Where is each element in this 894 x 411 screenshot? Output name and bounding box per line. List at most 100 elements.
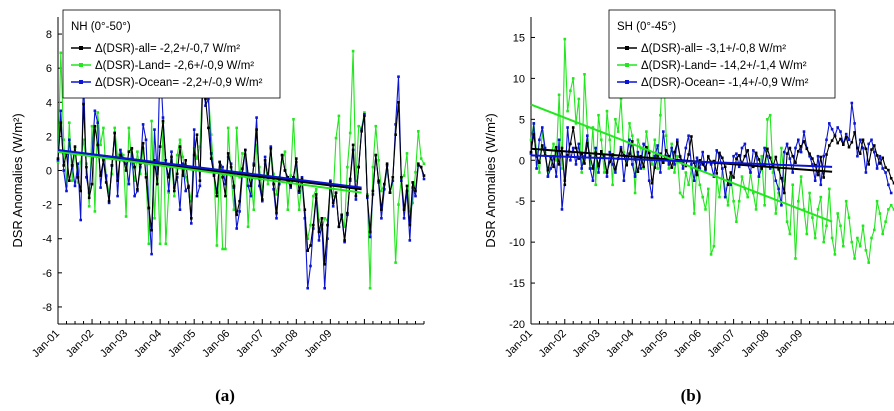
data-point xyxy=(306,237,309,240)
data-point xyxy=(306,286,309,290)
data-point xyxy=(229,162,233,165)
data-point xyxy=(331,205,335,208)
data-point xyxy=(701,163,704,166)
data-point xyxy=(631,140,634,143)
data-point xyxy=(90,124,94,128)
data-point xyxy=(580,171,583,174)
data-point xyxy=(385,162,389,165)
data-point xyxy=(414,194,417,198)
data-point xyxy=(867,261,870,264)
data-point xyxy=(241,152,244,155)
data-point xyxy=(555,145,558,149)
data-point xyxy=(673,163,676,166)
data-point xyxy=(875,154,879,157)
y-tick-label: 4 xyxy=(46,97,52,109)
data-point xyxy=(346,165,349,169)
data-point xyxy=(712,244,716,248)
data-point xyxy=(783,150,786,154)
data-point xyxy=(690,135,693,138)
data-point xyxy=(707,187,710,191)
data-point xyxy=(774,179,778,182)
data-point xyxy=(746,149,749,152)
data-point xyxy=(656,144,659,147)
data-point xyxy=(788,232,792,236)
data-point xyxy=(422,174,426,177)
data-point xyxy=(297,189,301,193)
data-point xyxy=(811,157,814,160)
data-point xyxy=(813,236,817,240)
x-tick-label: Jan-02 xyxy=(64,328,96,360)
data-point xyxy=(628,152,631,155)
data-point xyxy=(768,113,772,117)
data-point xyxy=(346,211,349,215)
data-point xyxy=(272,182,275,186)
data-point xyxy=(402,217,406,220)
data-point xyxy=(819,155,823,159)
data-point xyxy=(184,159,187,162)
data-point xyxy=(161,119,165,123)
data-point xyxy=(805,232,809,236)
data-point xyxy=(698,167,702,170)
data-point xyxy=(828,122,831,125)
data-point xyxy=(204,104,207,107)
data-point xyxy=(226,152,230,155)
y-tick-label: -5 xyxy=(515,196,525,208)
legend-entry: Δ(DSR)-Land= -14,2+/-1,4 W/m² xyxy=(641,60,807,72)
data-point xyxy=(119,148,122,152)
data-point xyxy=(861,224,865,228)
data-point xyxy=(594,183,597,187)
data-point xyxy=(850,101,854,105)
data-point xyxy=(144,138,148,142)
data-point xyxy=(541,126,544,129)
data-point xyxy=(354,194,358,198)
data-point xyxy=(173,189,176,193)
data-point xyxy=(653,138,657,142)
data-point xyxy=(625,163,628,167)
data-point xyxy=(93,210,97,213)
data-point xyxy=(892,181,894,185)
data-point xyxy=(158,242,162,246)
data-point xyxy=(794,146,797,150)
data-point xyxy=(246,225,250,229)
data-point xyxy=(397,101,400,104)
x-tick-label: Jan-05 xyxy=(166,328,198,360)
data-point xyxy=(215,194,219,198)
legend-box xyxy=(608,9,836,99)
data-point xyxy=(664,134,668,137)
data-point xyxy=(889,191,893,195)
data-point xyxy=(616,130,620,133)
trend-line xyxy=(530,154,833,168)
data-point xyxy=(740,146,744,150)
data-point xyxy=(797,199,800,203)
data-point xyxy=(754,208,758,211)
data-point xyxy=(588,154,592,158)
legend-entry: Δ(DSR)-Land= -2,6+/-0,9 W/m² xyxy=(95,60,254,72)
data-point xyxy=(147,242,151,246)
data-point xyxy=(207,97,210,101)
data-point xyxy=(557,163,561,166)
data-point xyxy=(366,194,369,198)
legend-swatch-marker xyxy=(625,80,629,84)
data-point xyxy=(419,165,423,169)
data-point xyxy=(704,167,707,170)
data-point xyxy=(583,154,586,158)
data-point xyxy=(380,189,383,193)
data-point xyxy=(684,171,688,174)
data-point xyxy=(153,217,156,220)
data-point xyxy=(295,157,298,160)
data-point xyxy=(110,172,114,176)
data-point xyxy=(760,154,763,158)
data-point xyxy=(184,176,187,179)
data-point xyxy=(698,183,702,187)
data-point xyxy=(681,167,685,170)
data-point xyxy=(255,128,258,131)
data-point xyxy=(334,191,338,194)
data-point xyxy=(670,142,673,146)
data-point xyxy=(331,194,335,198)
x-tick-label: Jan-08 xyxy=(268,328,300,360)
data-point xyxy=(246,184,250,188)
y-axis-title: DSR Anomalies (W/m²) xyxy=(10,113,25,247)
data-point xyxy=(636,138,640,142)
data-point xyxy=(334,136,338,140)
data-point xyxy=(555,175,558,178)
